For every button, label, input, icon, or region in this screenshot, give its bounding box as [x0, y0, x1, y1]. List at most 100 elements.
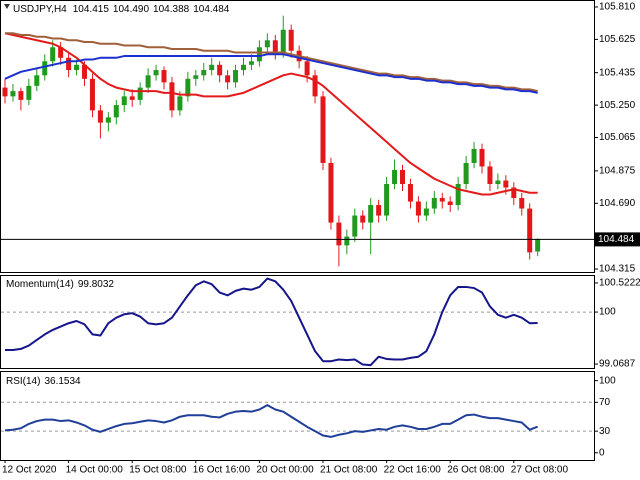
candle-body: [58, 47, 64, 58]
indicator-line: [4, 53, 538, 94]
y-tick-label: 105.435: [599, 67, 636, 78]
x-tick-label: 12 Oct 2020: [2, 465, 57, 476]
candle-body: [137, 87, 143, 100]
y-tick-label: 104.690: [599, 198, 636, 209]
candle-body: [89, 78, 95, 111]
candle-body: [280, 29, 286, 53]
x-tick-label: 16 Oct 16:00: [193, 465, 251, 476]
indicator-line: [4, 404, 539, 438]
y-tick-label: 104.315: [599, 264, 636, 275]
indicator-line: [4, 32, 538, 196]
candle-body: [495, 180, 501, 185]
y-tick-label: 100: [599, 307, 616, 318]
x-tick-label: 14 Oct 00:00: [66, 465, 124, 476]
x-tick-label: 27 Oct 08:00: [511, 465, 569, 476]
x-tick-label: 15 Oct 08:00: [129, 465, 187, 476]
candle-body: [42, 61, 48, 76]
momentum-last: 99.8032: [78, 279, 115, 290]
x-tick-label: 21 Oct 08:00: [320, 465, 378, 476]
candle-body: [256, 47, 262, 62]
y-tick-label: 105.810: [599, 2, 636, 13]
candle-body: [97, 110, 103, 123]
candle-body: [233, 70, 239, 83]
candle-body: [447, 201, 453, 206]
candle-body: [129, 96, 135, 100]
y-tick-label: 99.0687: [599, 359, 636, 370]
candle-body: [153, 70, 159, 76]
y-tick-label: 104.875: [599, 165, 636, 176]
candle-body: [26, 85, 32, 100]
candle-body: [344, 236, 350, 246]
candle-body: [376, 205, 382, 216]
header-high: 104.490: [113, 4, 150, 15]
candle-body: [487, 166, 493, 185]
candle-body: [121, 96, 127, 106]
y-tick-label: 105.625: [599, 34, 636, 45]
indicator-line: [5, 277, 538, 367]
y-tick-label: 100.5222: [599, 278, 640, 289]
candle-body: [145, 75, 151, 88]
candle-body: [368, 205, 374, 223]
symbol-icon: [4, 4, 10, 9]
x-tick-label: 20 Oct 00:00: [256, 465, 314, 476]
candle-body: [304, 61, 310, 76]
candle-body: [519, 198, 525, 209]
candle-body: [527, 208, 533, 253]
candle-body: [225, 75, 231, 83]
candle-body: [415, 201, 421, 216]
candle-body: [34, 75, 40, 86]
candle-body: [18, 91, 24, 100]
candle-body: [241, 64, 246, 71]
candle-body: [535, 239, 541, 252]
momentum-panel-frame: [0, 275, 595, 369]
candle-body: [407, 184, 413, 202]
candle-body: [392, 169, 398, 185]
candle-body: [336, 222, 342, 246]
candle-body: [431, 198, 437, 209]
candle-body: [74, 64, 80, 71]
y-tick-label: 100: [599, 375, 616, 386]
candle-body: [471, 148, 477, 163]
candle-body: [400, 169, 405, 185]
candle-body: [384, 184, 390, 216]
candle-body: [113, 105, 119, 118]
header-open: 104.415: [73, 4, 110, 15]
candle-body: [82, 64, 87, 79]
candle-body: [66, 57, 72, 71]
x-tick-label: 22 Oct 16:00: [384, 465, 442, 476]
momentum-title: Momentum(14): [6, 279, 74, 290]
candle-body: [105, 117, 111, 123]
rsi-panel-frame: [0, 371, 595, 461]
y-tick-label: 30: [599, 426, 611, 437]
candle-body: [463, 162, 469, 185]
candle-body: [288, 29, 294, 51]
candle-body: [352, 215, 358, 237]
candle-body: [360, 215, 366, 223]
x-tick-label: 26 Oct 08:00: [447, 465, 505, 476]
y-tick-label: 0: [599, 447, 605, 458]
indicator-line: [5, 32, 538, 93]
main-header: USDJPY,H4 104.415 104.490 104.388 104.484: [13, 4, 230, 15]
candle-body: [209, 64, 215, 71]
symbol-title: USDJPY,H4: [13, 4, 67, 15]
candle-body: [423, 208, 429, 216]
candle-body: [264, 40, 270, 48]
candle-body: [312, 75, 318, 97]
y-tick-label: 70: [599, 397, 611, 408]
candle-body: [177, 96, 183, 111]
rsi-last: 36.1534: [44, 376, 81, 387]
candle-body: [193, 75, 199, 79]
candle-body: [185, 78, 191, 97]
rsi-title: RSI(14): [6, 376, 40, 387]
candle-body: [201, 70, 207, 76]
candle-body: [217, 64, 223, 76]
candle-body: [10, 91, 16, 97]
y-tick-label: 105.065: [599, 132, 636, 143]
candle-body: [455, 184, 461, 206]
candle-body: [169, 82, 175, 111]
candle-body: [248, 61, 254, 65]
candle-body: [161, 70, 167, 83]
